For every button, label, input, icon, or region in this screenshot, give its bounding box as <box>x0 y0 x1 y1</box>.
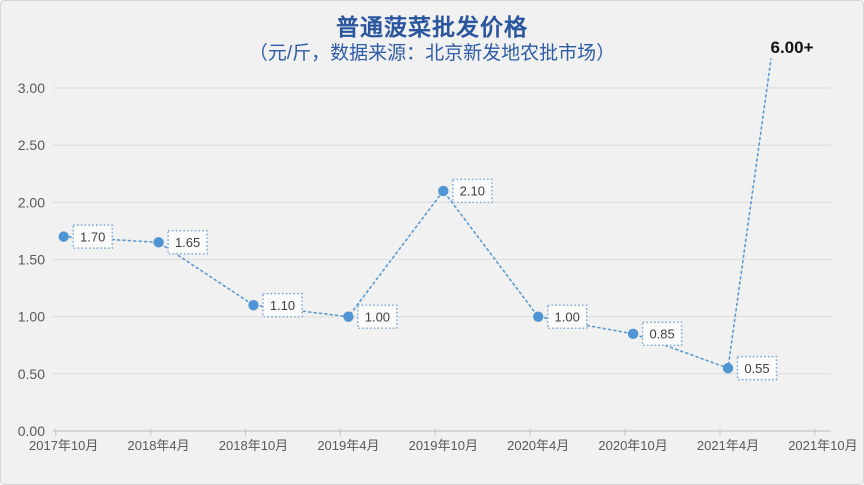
data-label-box <box>167 230 208 255</box>
x-axis-label: 2021年10月 <box>788 438 857 453</box>
chart-title: 普通菠菜批发价格 <box>336 14 528 40</box>
data-point-marker <box>533 311 544 322</box>
data-label-box <box>641 321 683 347</box>
data-label: 1.10 <box>270 298 295 313</box>
data-label: 0.55 <box>744 361 769 376</box>
y-axis-tick-label: 1.00 <box>18 309 45 325</box>
data-label-box <box>262 293 303 318</box>
data-label-box <box>736 355 778 381</box>
data-point-marker <box>153 237 164 248</box>
data-label: 1.65 <box>175 235 200 250</box>
data-label: 1.00 <box>365 309 390 324</box>
y-axis-tick-label: 0.00 <box>18 423 45 439</box>
data-label: 1.00 <box>555 309 580 324</box>
offscale-peak-annotation: 6.00+ <box>770 38 813 57</box>
y-axis-tick-label: 1.50 <box>18 252 45 268</box>
data-label-box <box>452 178 493 204</box>
y-axis-tick-label: 2.50 <box>18 137 45 153</box>
data-label-box <box>547 304 588 329</box>
y-axis-tick-label: 2.00 <box>18 194 45 210</box>
chart-subtitle: （元/斤，数据来源：北京新发地农批市场） <box>248 43 616 64</box>
y-axis-tick-label: 0.50 <box>18 366 45 382</box>
data-point-marker <box>58 231 69 242</box>
x-axis-label: 2021年4月 <box>697 438 759 453</box>
data-point-marker <box>438 185 449 197</box>
x-axis-label: 2018年10月 <box>219 438 288 453</box>
x-axis-label: 2017年10月 <box>29 438 98 453</box>
data-label: 0.85 <box>649 327 674 342</box>
x-axis-label: 2020年10月 <box>598 438 667 453</box>
data-point-marker <box>627 328 639 340</box>
data-label-box <box>357 304 398 329</box>
data-label: 1.70 <box>80 229 105 244</box>
x-axis-label: 2019年10月 <box>409 438 478 453</box>
x-axis-label: 2020年4月 <box>507 438 569 453</box>
y-axis-tick-label: 3.00 <box>18 80 45 96</box>
data-label-box <box>72 224 113 249</box>
price-series-line <box>62 58 772 370</box>
data-point-marker <box>722 362 734 374</box>
data-label: 2.10 <box>460 184 485 199</box>
x-axis-label: 2018年4月 <box>128 438 190 453</box>
data-point-marker <box>248 300 259 311</box>
x-axis-label: 2019年4月 <box>317 438 379 453</box>
data-point-marker <box>343 311 354 322</box>
